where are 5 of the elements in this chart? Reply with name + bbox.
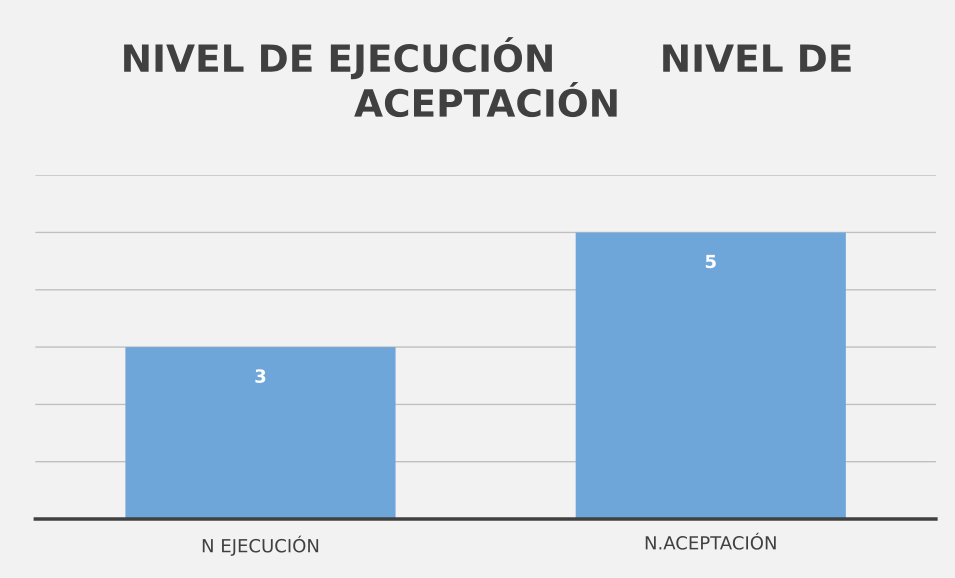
chart-title: NIVEL DE EJECUCIÓN NIVEL DE ACEPTACIÓN [124,37,851,118]
data-label: 5 [706,254,716,268]
x-tick-label: N.ACEPTACIÓN [646,532,776,550]
x-tick-label: N EJECUCIÓN [202,536,318,556]
data-label: 3 [255,369,266,383]
